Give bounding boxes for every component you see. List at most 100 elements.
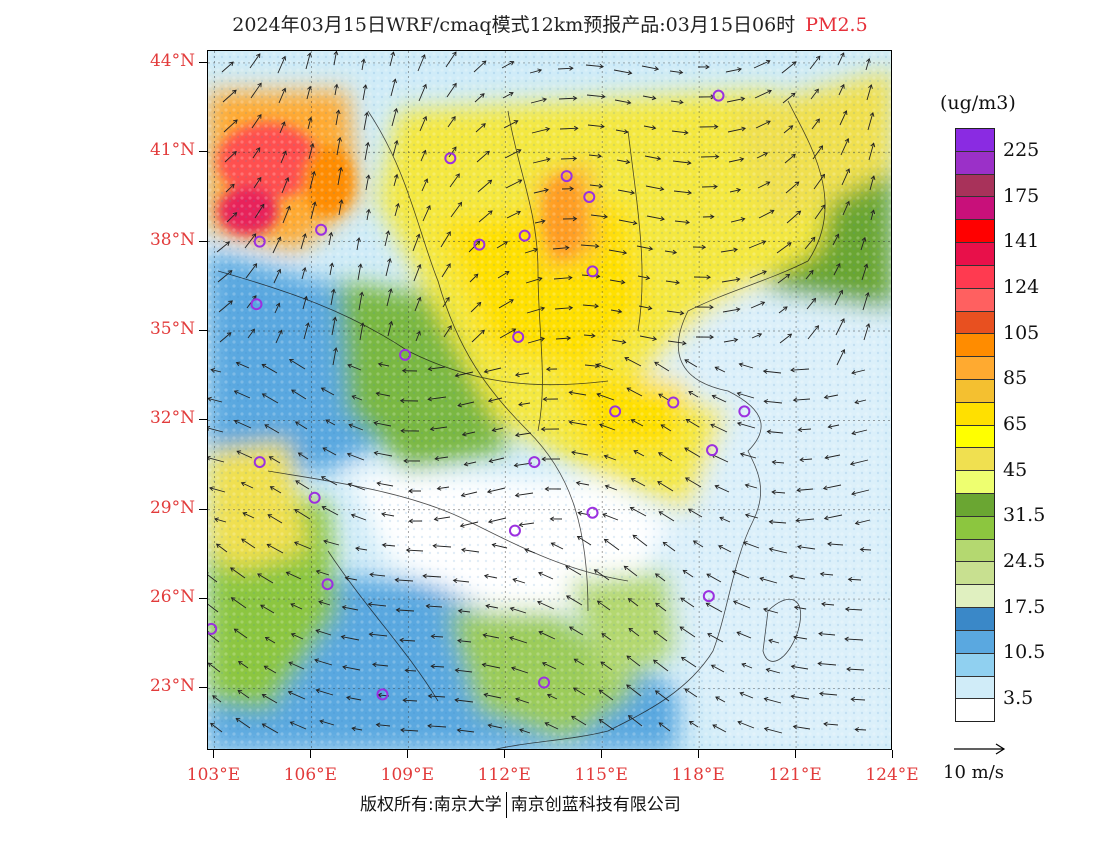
wind-arrow bbox=[432, 543, 452, 549]
wind-arrow bbox=[646, 215, 665, 222]
city-marker bbox=[512, 330, 525, 343]
wind-arrow bbox=[278, 87, 287, 104]
wind-arrow bbox=[261, 723, 279, 734]
wind-arrow bbox=[483, 573, 498, 579]
wind-arrow bbox=[712, 724, 727, 733]
colorbar-label: 31.5 bbox=[1003, 504, 1046, 527]
wind-arrow bbox=[251, 113, 262, 129]
wind-arrow bbox=[235, 361, 250, 369]
wind-arrow bbox=[792, 397, 811, 403]
map-panel[interactable] bbox=[207, 50, 892, 750]
wind-arrow bbox=[233, 628, 248, 639]
wind-arrow bbox=[835, 318, 845, 336]
wind-arrow bbox=[839, 110, 848, 126]
lat-tick bbox=[199, 419, 207, 421]
wind-arrow bbox=[560, 156, 578, 161]
wind-arrow bbox=[721, 277, 741, 283]
wind-arrow bbox=[240, 481, 254, 489]
wind-arrow bbox=[841, 168, 851, 186]
wind-arrow bbox=[333, 83, 339, 96]
wind-arrow bbox=[736, 421, 756, 429]
wind-arrow bbox=[226, 212, 238, 223]
colorbar-swatch bbox=[956, 516, 994, 540]
wind-arrow bbox=[823, 721, 839, 727]
wind-arrow bbox=[763, 726, 783, 734]
wind-arrow bbox=[726, 96, 746, 103]
wind-arrow bbox=[847, 577, 862, 582]
wind-arrow bbox=[230, 597, 247, 609]
wind-arrow bbox=[818, 631, 836, 637]
wind-arrow bbox=[210, 367, 222, 373]
wind-arrow bbox=[753, 59, 771, 69]
lon-tick-label: 121°E bbox=[768, 765, 822, 785]
wind-arrow bbox=[793, 634, 808, 640]
wind-arrow bbox=[585, 63, 604, 69]
city-marker bbox=[399, 348, 412, 361]
wind-arrow bbox=[254, 203, 265, 219]
wind-arrow bbox=[440, 231, 451, 248]
wind-arrow bbox=[771, 489, 786, 495]
wind-arrow bbox=[674, 219, 690, 225]
wind-arrow bbox=[582, 303, 599, 309]
wind-arrow bbox=[840, 138, 850, 156]
wind-arrow bbox=[402, 697, 418, 703]
wind-arrow bbox=[281, 176, 290, 194]
wind-arrow bbox=[812, 145, 824, 160]
copyright: 版权所有:南京大学 南京创蓝科技有限公司 bbox=[360, 790, 681, 818]
wind-arrow bbox=[300, 233, 307, 250]
lon-tick-label: 109°E bbox=[380, 765, 434, 785]
title-text: 2024年03月15日WRF/cmaq模式12km预报产品:03月15日06时 bbox=[232, 14, 796, 36]
wind-arrow bbox=[654, 690, 670, 702]
wind-arrow bbox=[786, 210, 802, 224]
wind-arrow bbox=[252, 147, 261, 159]
wind-arrow bbox=[797, 544, 816, 550]
pollutant-label: PM2.5 bbox=[805, 14, 868, 36]
wind-arrow bbox=[700, 154, 720, 160]
island-outline bbox=[762, 598, 802, 662]
wind-arrow bbox=[768, 547, 788, 554]
wind-arrow bbox=[422, 205, 431, 222]
wind-arrow bbox=[788, 574, 806, 580]
wind-arrow bbox=[266, 543, 284, 554]
wind-arrow bbox=[470, 301, 482, 313]
wind-arrow bbox=[811, 118, 820, 130]
wind-arrow bbox=[250, 82, 262, 99]
colorbar-swatch bbox=[956, 494, 994, 517]
city-marker bbox=[473, 238, 486, 251]
wind-arrow bbox=[404, 668, 417, 673]
wind-arrow bbox=[589, 183, 604, 189]
wind-arrow bbox=[550, 542, 564, 550]
colorbar-swatch bbox=[956, 448, 994, 472]
wind-arrow bbox=[729, 187, 742, 193]
wind-arrow bbox=[261, 393, 279, 404]
wind-arrow bbox=[509, 636, 528, 644]
wind-arrow bbox=[318, 600, 331, 606]
wind-arrow bbox=[682, 569, 694, 578]
wind-arrow bbox=[814, 204, 826, 220]
wind-arrow bbox=[583, 333, 596, 339]
wind-arrow bbox=[247, 328, 255, 339]
wind-arrow bbox=[832, 233, 840, 246]
wind-arrow bbox=[688, 720, 699, 728]
wind-arrow bbox=[350, 513, 367, 521]
lat-tick bbox=[199, 240, 207, 242]
lat-tick-label: 29°N bbox=[149, 497, 195, 518]
wind-arrow bbox=[446, 82, 457, 98]
wind-arrow bbox=[763, 697, 782, 704]
wind-arrow bbox=[487, 723, 503, 729]
wind-arrow bbox=[267, 514, 283, 524]
wind-arrow bbox=[603, 538, 620, 551]
wind-arrow bbox=[637, 275, 651, 281]
wind-arrow bbox=[408, 518, 423, 524]
wind-arrow bbox=[297, 452, 309, 460]
wind-arrow bbox=[305, 52, 312, 70]
wind-arrow bbox=[684, 359, 698, 368]
wind-arrow bbox=[617, 189, 635, 195]
wind-arrow bbox=[776, 242, 792, 254]
wind-arrow bbox=[498, 299, 514, 309]
colorbar-swatch bbox=[956, 653, 994, 677]
colorbar-label: 3.5 bbox=[1003, 687, 1034, 710]
wind-arrow bbox=[739, 691, 754, 699]
wind-arrow bbox=[208, 426, 224, 433]
wind-arrow bbox=[394, 202, 400, 217]
